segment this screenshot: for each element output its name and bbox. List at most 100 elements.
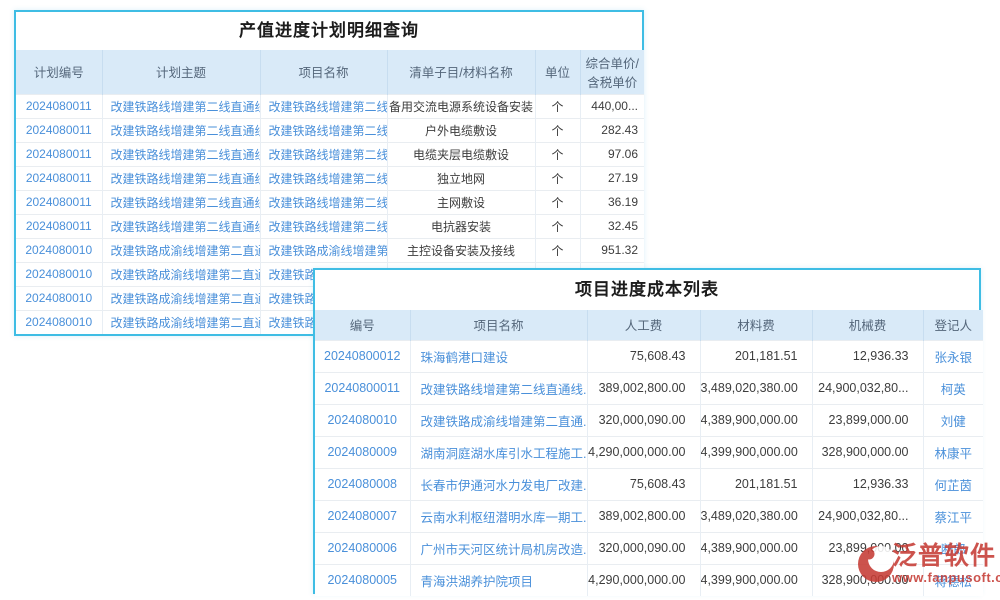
cell-link[interactable]: 改建铁路成渝线增建第二直通...: [410, 403, 588, 436]
column-header: 综合单价/含税单价: [580, 50, 644, 94]
cell-value: 个: [535, 237, 581, 262]
cell-link[interactable]: 改建铁路成渝线增建第二直通: [102, 261, 261, 286]
table-row: 20240800012 珠海鹤港口建设 75,608.43 201,181.51 12,…: [315, 339, 983, 372]
cell-link[interactable]: 刘健: [923, 403, 983, 436]
cell-link[interactable]: 蒋德松: [923, 563, 983, 596]
cell-value: 32.45: [580, 213, 644, 238]
cell-value: 个: [535, 141, 581, 166]
cell-value: 75,608.43: [587, 339, 701, 372]
cell-link[interactable]: 2024080007: [315, 499, 411, 532]
table-row: 2024080007 云南水利枢纽潜明水库一期工... 389,002,800.00…: [315, 499, 983, 532]
cell-value: 个: [535, 165, 581, 190]
column-header: 计划主题: [102, 50, 261, 94]
project-progress-cost-table: 编号 项目名称 人工费 材料费 机械费 登记人 20240800012 珠海鹤港口建设 75,…: [315, 310, 983, 596]
output-value-progress-plan-table: 计划编号 计划主题 项目名称 清单子目/材料名称 单位 综合单价/含税单价 2024080…: [16, 50, 644, 334]
cell-value: 23,899,000.00: [812, 531, 924, 564]
cell-link[interactable]: 青海洪湖养护院项目: [410, 563, 588, 596]
table-row: 2024080011改建铁路线增建第二线直通线改建铁路线增建第二线直通线独立地网…: [16, 165, 644, 190]
cell-value: 389,002,800.00: [587, 371, 701, 404]
cell-link[interactable]: 2024080006: [315, 531, 411, 564]
cell-link[interactable]: 改建铁路线增建第二线直通线: [260, 165, 388, 190]
table-row: 2024080010 改建铁路成渝线增建第二直通... 320,000,090.00…: [315, 403, 983, 436]
table-row: 2024080011改建铁路线增建第二线直通线改建铁路线增建第二线直通线备用交流…: [16, 93, 644, 118]
cell-link[interactable]: 断郎: [923, 531, 983, 564]
table-header-row: 计划编号 计划主题 项目名称 清单子目/材料名称 单位 综合单价/含税单价: [16, 50, 644, 94]
table-row: 2024080010改建铁路成渝线增建第二直通改建铁路成渝线增建第二直通主控设备…: [16, 237, 644, 262]
cell-link[interactable]: 改建铁路线增建第二线直通线: [260, 141, 388, 166]
column-header: 机械费: [812, 310, 924, 340]
cell-link[interactable]: 2024080011: [16, 93, 103, 118]
cell-link[interactable]: 珠海鹤港口建设: [410, 339, 588, 372]
cell-link[interactable]: 改建铁路成渝线增建第二直通: [102, 237, 261, 262]
cell-link[interactable]: 2024080011: [16, 117, 103, 142]
cell-value: 389,002,800.00: [587, 499, 701, 532]
cell-link[interactable]: 2024080009: [315, 435, 411, 468]
fanpu-brand-name: 泛普软件: [892, 542, 997, 570]
cell-value: 328,900,000.00: [812, 435, 924, 468]
cell-link[interactable]: 改建铁路线增建第二线直通线: [102, 213, 261, 238]
cell-value: 个: [535, 189, 581, 214]
cell-link[interactable]: 改建铁路线增建第二线直通线: [260, 213, 388, 238]
cell-link[interactable]: 湖南洞庭湖水库引水工程施工...: [410, 435, 588, 468]
cell-link[interactable]: 广州市天河区统计局机房改造...: [410, 531, 588, 564]
fanpu-website-url: www.fanpusoft.com: [892, 570, 1000, 585]
cell-link[interactable]: 2024080011: [16, 165, 103, 190]
cell-link[interactable]: 2024080005: [315, 563, 411, 596]
cell-value: 24,900,032,80...: [812, 371, 924, 404]
cell-link[interactable]: 柯英: [923, 371, 983, 404]
cell-link[interactable]: 张永银: [923, 339, 983, 372]
table-row: 2024080009 湖南洞庭湖水库引水工程施工... 4,290,000,000.…: [315, 435, 983, 468]
cell-value: 个: [535, 117, 581, 142]
column-header: 单位: [535, 50, 581, 94]
cell-link[interactable]: 2024080011: [16, 141, 103, 166]
cell-link[interactable]: 2024080010: [315, 403, 411, 436]
cell-link[interactable]: 2024080010: [16, 309, 103, 334]
cell-value: 4,389,900,000.00: [700, 403, 813, 436]
cell-link[interactable]: 改建铁路线增建第二线直通线: [260, 93, 388, 118]
cell-link[interactable]: 蔡江平: [923, 499, 983, 532]
cell-link[interactable]: 改建铁路成渝线增建第二直通: [102, 285, 261, 310]
cell-value: 24,900,032,80...: [812, 499, 924, 532]
cell-link[interactable]: 2024080011: [16, 213, 103, 238]
cell-value: 320,000,090.00: [587, 403, 701, 436]
cell-link[interactable]: 2024080011: [16, 189, 103, 214]
cell-link[interactable]: 改建铁路线增建第二线直通线: [102, 141, 261, 166]
cell-link[interactable]: 改建铁路线增建第二线直通线: [260, 117, 388, 142]
cell-link[interactable]: 改建铁路成渝线增建第二直通: [102, 309, 261, 334]
cell-link[interactable]: 2024080010: [16, 285, 103, 310]
cell-link[interactable]: 2024080010: [16, 261, 103, 286]
cell-link[interactable]: 20240800011: [315, 371, 411, 404]
cell-link[interactable]: 改建铁路线增建第二线直通线: [102, 165, 261, 190]
cell-link[interactable]: 长春市伊通河水力发电厂改建...: [410, 467, 588, 500]
cell-link[interactable]: 改建铁路线增建第二线直通线: [102, 93, 261, 118]
cell-value: 个: [535, 93, 581, 118]
cell-link[interactable]: 改建铁路线增建第二线直通线...: [410, 371, 588, 404]
column-header: 材料费: [700, 310, 813, 340]
cell-value: 4,399,900,000.00: [700, 435, 813, 468]
column-header: 计划编号: [16, 50, 103, 94]
cell-link[interactable]: 改建铁路线增建第二线直通线: [102, 189, 261, 214]
cell-link[interactable]: 改建铁路线增建第二线直通线: [260, 189, 388, 214]
column-header: 登记人: [923, 310, 983, 340]
cell-link[interactable]: 林康平: [923, 435, 983, 468]
cell-value: 201,181.51: [700, 339, 813, 372]
output-value-progress-plan-detail-card: 产值进度计划明细查询 计划编号 计划主题 项目名称 清单子目/材料名称 单位 综合单价/含…: [14, 10, 644, 336]
table-row: 2024080008 长春市伊通河水力发电厂改建... 75,608.43 201,1…: [315, 467, 983, 500]
cell-link[interactable]: 2024080008: [315, 467, 411, 500]
cell-value: 主网敷设: [387, 189, 536, 214]
cell-link[interactable]: 云南水利枢纽潜明水库一期工...: [410, 499, 588, 532]
cell-link[interactable]: 何芷茵: [923, 467, 983, 500]
cell-value: 282.43: [580, 117, 644, 142]
cell-value: 36.19: [580, 189, 644, 214]
cell-link[interactable]: 改建铁路成渝线增建第二直通: [260, 237, 388, 262]
cell-value: 12,936.33: [812, 339, 924, 372]
cell-value: 201,181.51: [700, 467, 813, 500]
cell-link[interactable]: 改建铁路线增建第二线直通线: [102, 117, 261, 142]
fanpu-watermark-logo: 泛普软件 www.fanpusoft.com: [856, 542, 1000, 585]
cell-value: 电抗器安装: [387, 213, 536, 238]
cell-link[interactable]: 2024080010: [16, 237, 103, 262]
cell-link[interactable]: 20240800012: [315, 339, 411, 372]
cell-value: 440,00...: [580, 93, 644, 118]
cell-value: 23,899,000.00: [812, 403, 924, 436]
